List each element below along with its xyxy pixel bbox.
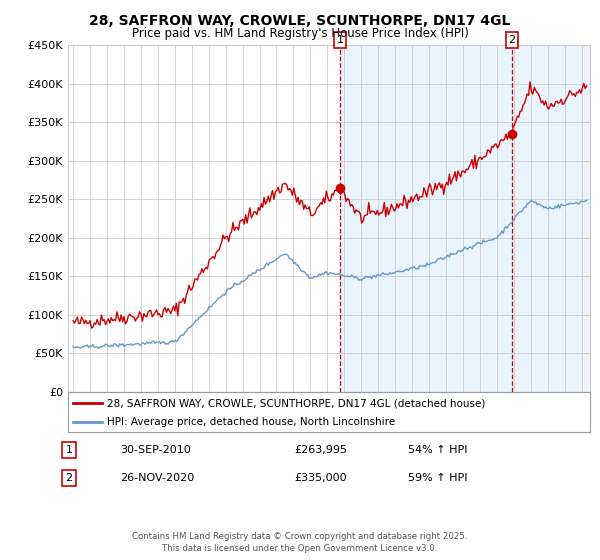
Text: 1: 1 <box>65 445 73 455</box>
Text: 2: 2 <box>508 35 515 45</box>
Text: Price paid vs. HM Land Registry's House Price Index (HPI): Price paid vs. HM Land Registry's House … <box>131 27 469 40</box>
Text: 30-SEP-2010: 30-SEP-2010 <box>120 445 191 455</box>
Text: £263,995: £263,995 <box>294 445 347 455</box>
Text: 1: 1 <box>337 35 344 45</box>
Text: HPI: Average price, detached house, North Lincolnshire: HPI: Average price, detached house, Nort… <box>107 417 395 427</box>
Text: 26-NOV-2020: 26-NOV-2020 <box>120 473 194 483</box>
Text: Contains HM Land Registry data © Crown copyright and database right 2025.
This d: Contains HM Land Registry data © Crown c… <box>132 533 468 553</box>
Text: 28, SAFFRON WAY, CROWLE, SCUNTHORPE, DN17 4GL (detached house): 28, SAFFRON WAY, CROWLE, SCUNTHORPE, DN1… <box>107 398 485 408</box>
Text: £335,000: £335,000 <box>294 473 347 483</box>
Text: 2: 2 <box>65 473 73 483</box>
Text: 28, SAFFRON WAY, CROWLE, SCUNTHORPE, DN17 4GL: 28, SAFFRON WAY, CROWLE, SCUNTHORPE, DN1… <box>89 14 511 28</box>
Text: 59% ↑ HPI: 59% ↑ HPI <box>408 473 467 483</box>
Text: 54% ↑ HPI: 54% ↑ HPI <box>408 445 467 455</box>
Bar <box>340 45 590 392</box>
